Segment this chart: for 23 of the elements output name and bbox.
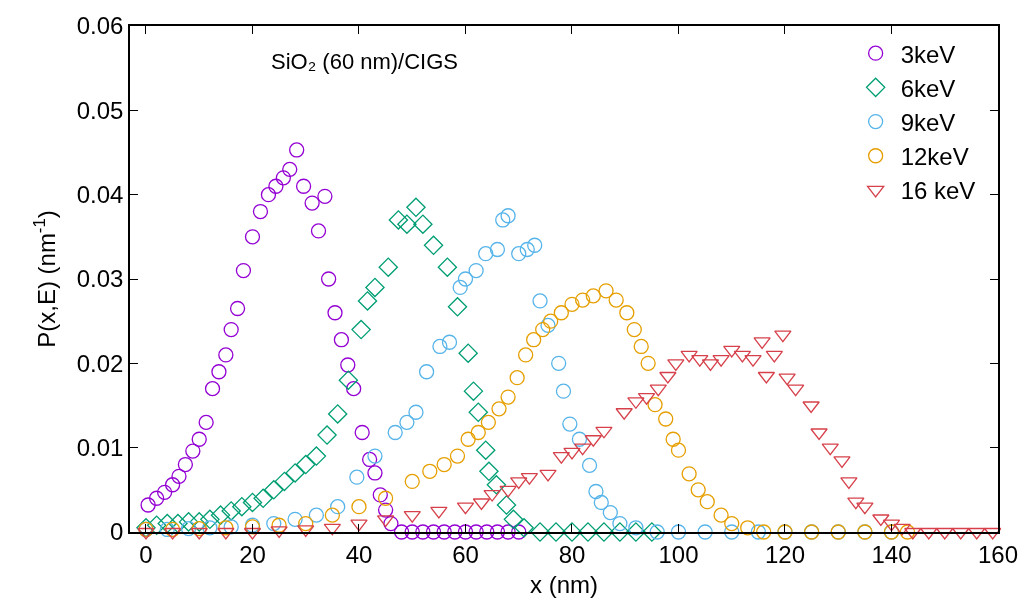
annotation: SiO₂ (60 nm)/CIGS	[271, 49, 459, 74]
x-tick-label: 0	[139, 540, 153, 568]
y-tick-label: 0.03	[76, 265, 124, 293]
x-tick-label: 60	[452, 540, 479, 568]
y-tick-label: 0.02	[76, 349, 124, 377]
legend-label: 12keV	[900, 143, 969, 171]
y-tick-label: 0	[110, 518, 124, 546]
y-tick-label: 0.06	[76, 12, 124, 40]
legend-label: 16 keV	[900, 177, 976, 205]
x-tick-label: 40	[345, 540, 373, 568]
x-tick-label: 20	[239, 540, 266, 568]
x-tick-label: 120	[764, 540, 806, 568]
x-axis-title: x (nm)	[530, 571, 598, 599]
legend-label: 9keV	[900, 108, 956, 136]
y-tick-label: 0.01	[76, 434, 124, 462]
y-tick-label: 0.05	[76, 96, 124, 124]
x-tick-label: 100	[658, 540, 699, 568]
x-tick-label: 160	[977, 540, 1019, 568]
legend-label: 3keV	[900, 40, 956, 68]
x-tick-label: 140	[871, 540, 912, 568]
x-tick-label: 80	[558, 540, 586, 568]
y-tick-label: 0.04	[76, 181, 124, 209]
legend-label: 6keV	[900, 74, 956, 102]
